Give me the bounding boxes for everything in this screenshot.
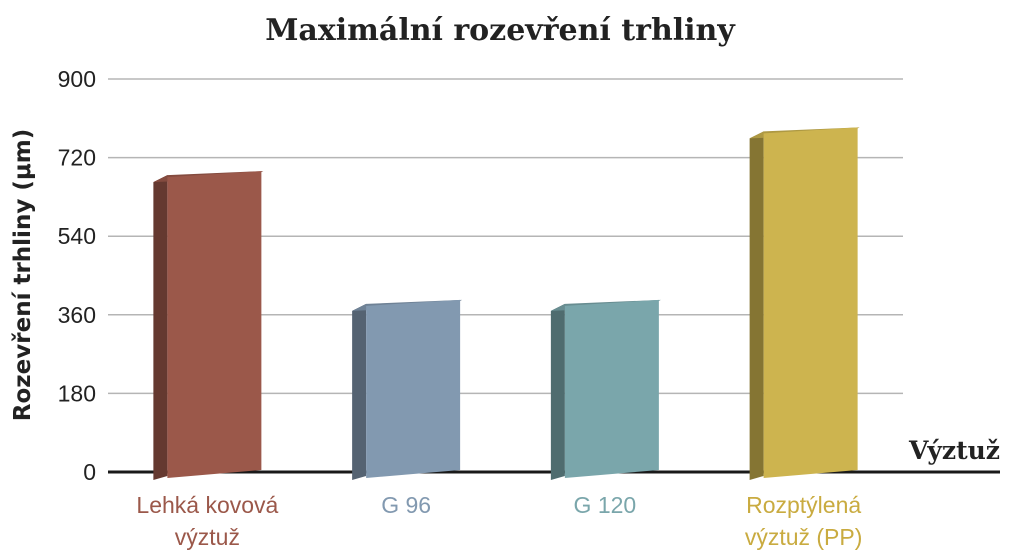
category-labels: Lehká kovová výztuž G 96 G 120 Rozptýlená výz…: [136, 492, 862, 550]
category-label: Lehká kovová: [136, 492, 278, 518]
bar-side: [352, 303, 367, 480]
y-tick-label: 540: [58, 223, 96, 249]
y-tick-label: 180: [58, 380, 96, 406]
bar: [153, 171, 264, 481]
bar-front: [167, 171, 262, 479]
y-tick-label: 900: [58, 66, 96, 92]
bar-side: [749, 131, 764, 480]
y-tick-label: 360: [58, 302, 96, 328]
bar-front: [366, 299, 461, 478]
x-axis-label: Výztuž: [908, 436, 1000, 465]
bar-front: [564, 299, 659, 478]
y-tick-label: 0: [83, 459, 96, 485]
bar: [550, 299, 661, 480]
y-tick-label: 720: [58, 145, 96, 171]
chart-title: Maximální rozevření trhliny: [265, 13, 736, 48]
category-label: Rozptýlená: [746, 492, 861, 518]
category-label: G 120: [574, 492, 637, 518]
category-label: G 96: [381, 492, 431, 518]
y-tick-labels: 0 180 360 540 720 900: [58, 66, 96, 485]
bar-side: [153, 175, 168, 481]
bar-front: [763, 127, 858, 479]
category-label: výztuž: [175, 524, 240, 550]
bar: [352, 299, 463, 480]
category-label: výztuž (PP): [745, 524, 863, 550]
bars: [153, 127, 860, 481]
y-axis-label: Rozevření trhliny (μm): [10, 129, 36, 421]
bar: [749, 127, 860, 480]
bar-side: [550, 303, 565, 480]
